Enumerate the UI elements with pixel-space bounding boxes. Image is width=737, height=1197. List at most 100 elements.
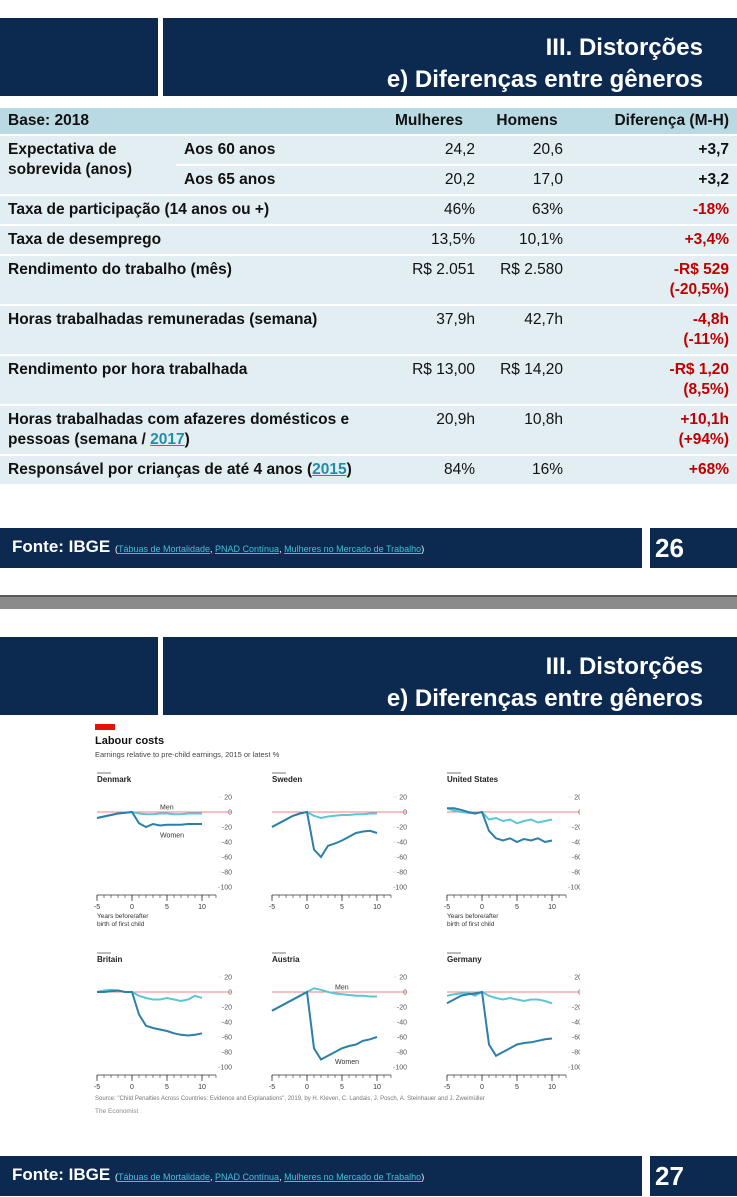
y-tick-label: -80 <box>397 870 407 877</box>
y-tick-label: 20 <box>399 975 407 982</box>
x-tick-label: 0 <box>305 1084 309 1091</box>
y-tick-label: -60 <box>572 1035 580 1042</box>
page-number: 26 <box>650 528 737 568</box>
table: Base: 2018 Mulheres Homens Diferença (M-H) E… <box>0 106 737 486</box>
link[interactable]: PNAD Contínua <box>215 544 280 554</box>
series-line <box>446 990 553 1058</box>
x-axis-label: birth of first child <box>97 921 145 928</box>
y-tick-label: -20 <box>222 825 232 832</box>
slide-title: III. Distorções e) Diferenças entre gêner… <box>387 651 703 715</box>
diff-cell: +10,1h (+94%) <box>571 406 737 454</box>
diff-line: +10,1h <box>680 411 729 428</box>
series-line <box>271 810 378 859</box>
y-tick-label: 20 <box>574 795 580 802</box>
x-tick-label: 10 <box>548 904 556 911</box>
text: ) <box>184 431 190 448</box>
link[interactable]: 2017 <box>150 431 185 448</box>
cell: 13,5% <box>375 226 483 254</box>
link[interactable]: Mulheres no Mercado de Trabalho <box>284 1172 422 1182</box>
text: ( <box>114 1172 118 1182</box>
cell: 16% <box>483 456 571 484</box>
x-axis-label: birth of first child <box>447 921 495 928</box>
series-line <box>446 990 553 1005</box>
row-label: Taxa de desemprego <box>0 226 375 254</box>
x-tick-label: 0 <box>130 904 134 911</box>
series-line <box>447 807 553 844</box>
x-tick-label: 10 <box>198 1084 206 1091</box>
x-tick-label: 5 <box>340 904 344 911</box>
row: Responsável por crianças de até 4 anos (… <box>0 456 737 484</box>
diff-line: (+94%) <box>678 431 729 448</box>
y-tick-label: 0 <box>403 990 407 997</box>
header-block <box>0 637 158 715</box>
text: Taxa de participação (14 anos ou +) <box>8 201 270 218</box>
diff-cell: +3,2 <box>571 166 737 194</box>
x-tick-label: 0 <box>480 904 484 911</box>
x-tick-label: 10 <box>198 904 206 911</box>
diff-line: (-11%) <box>683 331 729 348</box>
cell: 42,7h <box>483 306 571 354</box>
link[interactable]: Tábuas de Mortalidade <box>117 544 211 554</box>
row: Rendimento por hora trabalhada R$ 13,00 R$… <box>0 356 737 404</box>
title-line: III. Distorções <box>545 653 703 680</box>
cell: 10,8h <box>483 406 571 454</box>
cell: 20,6 <box>483 136 571 164</box>
header: III. Distorções e) Diferenças entre gêner… <box>163 18 737 96</box>
diff-cell: -R$ 1,20 (8,5%) <box>571 356 737 404</box>
row: Rendimento do trabalho (mês) R$ 2.051 R$ 2… <box>0 256 737 304</box>
y-tick-label: 0 <box>228 810 232 817</box>
text: ( <box>306 461 313 478</box>
diff-line: -4,8h <box>692 311 729 328</box>
diff-cell: +3,7 <box>571 136 737 164</box>
x-tick-label: 5 <box>515 1084 519 1091</box>
series-line <box>446 807 553 825</box>
link[interactable]: PNAD Contínua <box>215 1172 280 1182</box>
link[interactable]: 2015 <box>312 461 347 478</box>
cell: 20,2 <box>375 166 483 194</box>
x-tick-label: 0 <box>130 1084 134 1091</box>
row-sublabel: Aos 65 anos <box>176 166 375 194</box>
y-tick-label: -80 <box>222 870 232 877</box>
x-tick-label: 5 <box>165 1084 169 1091</box>
text: Rendimento do trabalho (mês) <box>8 261 232 278</box>
cell: 46% <box>375 196 483 224</box>
row-label: Taxa de participação (14 anos ou +) <box>0 196 375 224</box>
brand-tag <box>95 724 115 730</box>
y-tick-label: -40 <box>397 840 407 847</box>
diff-line: -R$ 1,20 <box>669 361 729 378</box>
diff-line: -R$ 529 <box>673 261 729 278</box>
series-line <box>96 810 202 829</box>
figure-title: Labour costs <box>95 735 164 747</box>
y-tick-label: -20 <box>222 1005 232 1012</box>
text: Horas trabalhadas remuneradas (semana) <box>8 311 318 328</box>
y-tick-label: -60 <box>222 1035 232 1042</box>
x-tick-label: -5 <box>94 904 100 911</box>
text: Expectativa de sobrevida (anos) <box>8 141 133 178</box>
row: Horas trabalhadas com afazeres doméstico… <box>0 406 737 454</box>
figure-subtitle: Earnings relative to pre-child earnings,… <box>95 750 280 759</box>
row: Expectativa de sobrevida (anos) Aos 60 an… <box>0 136 737 194</box>
x-tick-label: 0 <box>305 904 309 911</box>
x-tick-label: 10 <box>548 1084 556 1091</box>
cell: R$ 2.580 <box>483 256 571 304</box>
diff-cell: +68% <box>571 456 737 484</box>
y-tick-label: -40 <box>222 840 232 847</box>
chart-title: Austria <box>272 955 300 964</box>
series-label: Men <box>160 805 174 812</box>
y-tick-label: 20 <box>224 975 232 982</box>
source-links: (Tábuas de Mortalidade, PNAD Contínua, M… <box>115 544 424 554</box>
diff-cell: -4,8h (-11%) <box>571 306 737 354</box>
y-tick-label: 0 <box>578 990 580 997</box>
cell: 63% <box>483 196 571 224</box>
x-tick-label: 10 <box>373 1084 381 1091</box>
link[interactable]: Tábuas de Mortalidade <box>117 1172 211 1182</box>
y-tick-label: -100 <box>218 1065 232 1072</box>
x-axis-label: Years before/after <box>97 913 149 920</box>
link[interactable]: Mulheres no Mercado de Trabalho <box>284 544 422 554</box>
y-tick-label: 20 <box>399 795 407 802</box>
cell: 17,0 <box>483 166 571 194</box>
row-label: Expectativa de sobrevida (anos) <box>0 136 176 194</box>
chart-title: Britain <box>97 955 122 964</box>
y-tick-label: -80 <box>397 1050 407 1057</box>
cell: 84% <box>375 456 483 484</box>
